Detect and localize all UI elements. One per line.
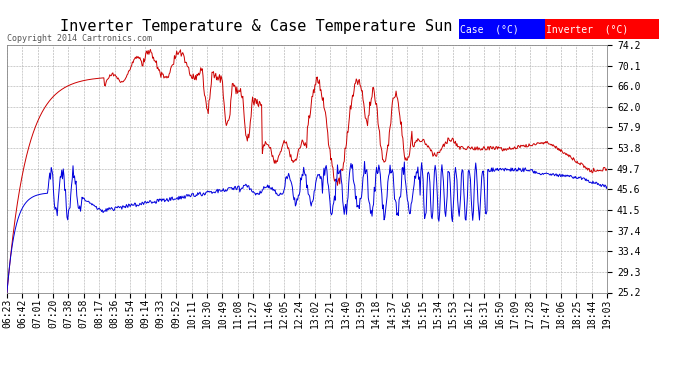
Text: Inverter Temperature & Case Temperature Sun Sep 7 19:16: Inverter Temperature & Case Temperature … [59,19,562,34]
Text: Case  (°C): Case (°C) [460,24,519,34]
Text: Copyright 2014 Cartronics.com: Copyright 2014 Cartronics.com [7,34,152,43]
Text: Inverter  (°C): Inverter (°C) [546,24,629,34]
